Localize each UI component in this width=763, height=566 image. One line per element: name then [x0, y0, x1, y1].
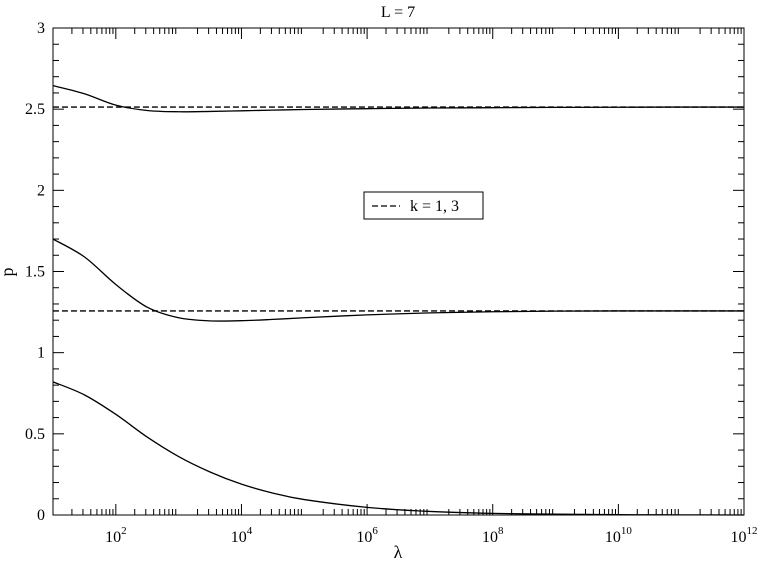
y-tick-label: 2 — [37, 182, 45, 199]
x-tick-label: 108 — [482, 525, 504, 546]
legend-label: k = 1, 3 — [410, 198, 459, 215]
legend-box — [363, 191, 484, 220]
solid-curve-3 — [52, 381, 745, 516]
y-tick-label: 0 — [37, 507, 45, 524]
x-tick-label: 102 — [105, 525, 126, 546]
x-tick-label: 106 — [356, 525, 378, 546]
plot-area: 102 104 106 108 1010 1012 0 0.5 1 1.5 2 2.5 3 k = 1, … — [25, 20, 758, 546]
y-tick-label: 0.5 — [25, 426, 45, 443]
chart-title: L = 7 — [381, 4, 415, 21]
x-tick-label: 104 — [231, 525, 253, 546]
x-tick-label: 1012 — [731, 525, 758, 546]
y-tick-label: 1 — [37, 345, 45, 362]
x-axis-label: λ — [394, 542, 403, 562]
solid-curve-1 — [52, 85, 745, 113]
y-axis-label: p — [0, 268, 17, 277]
y-tick-label: 1.5 — [25, 264, 45, 281]
legend: k = 1, 3 — [363, 191, 484, 220]
y-tick-label: 2.5 — [25, 101, 45, 118]
x-tick-label: 1010 — [605, 525, 633, 546]
plot-frame — [52, 27, 745, 516]
solid-curve-2 — [52, 238, 744, 322]
y-tick-label: 3 — [37, 20, 45, 37]
